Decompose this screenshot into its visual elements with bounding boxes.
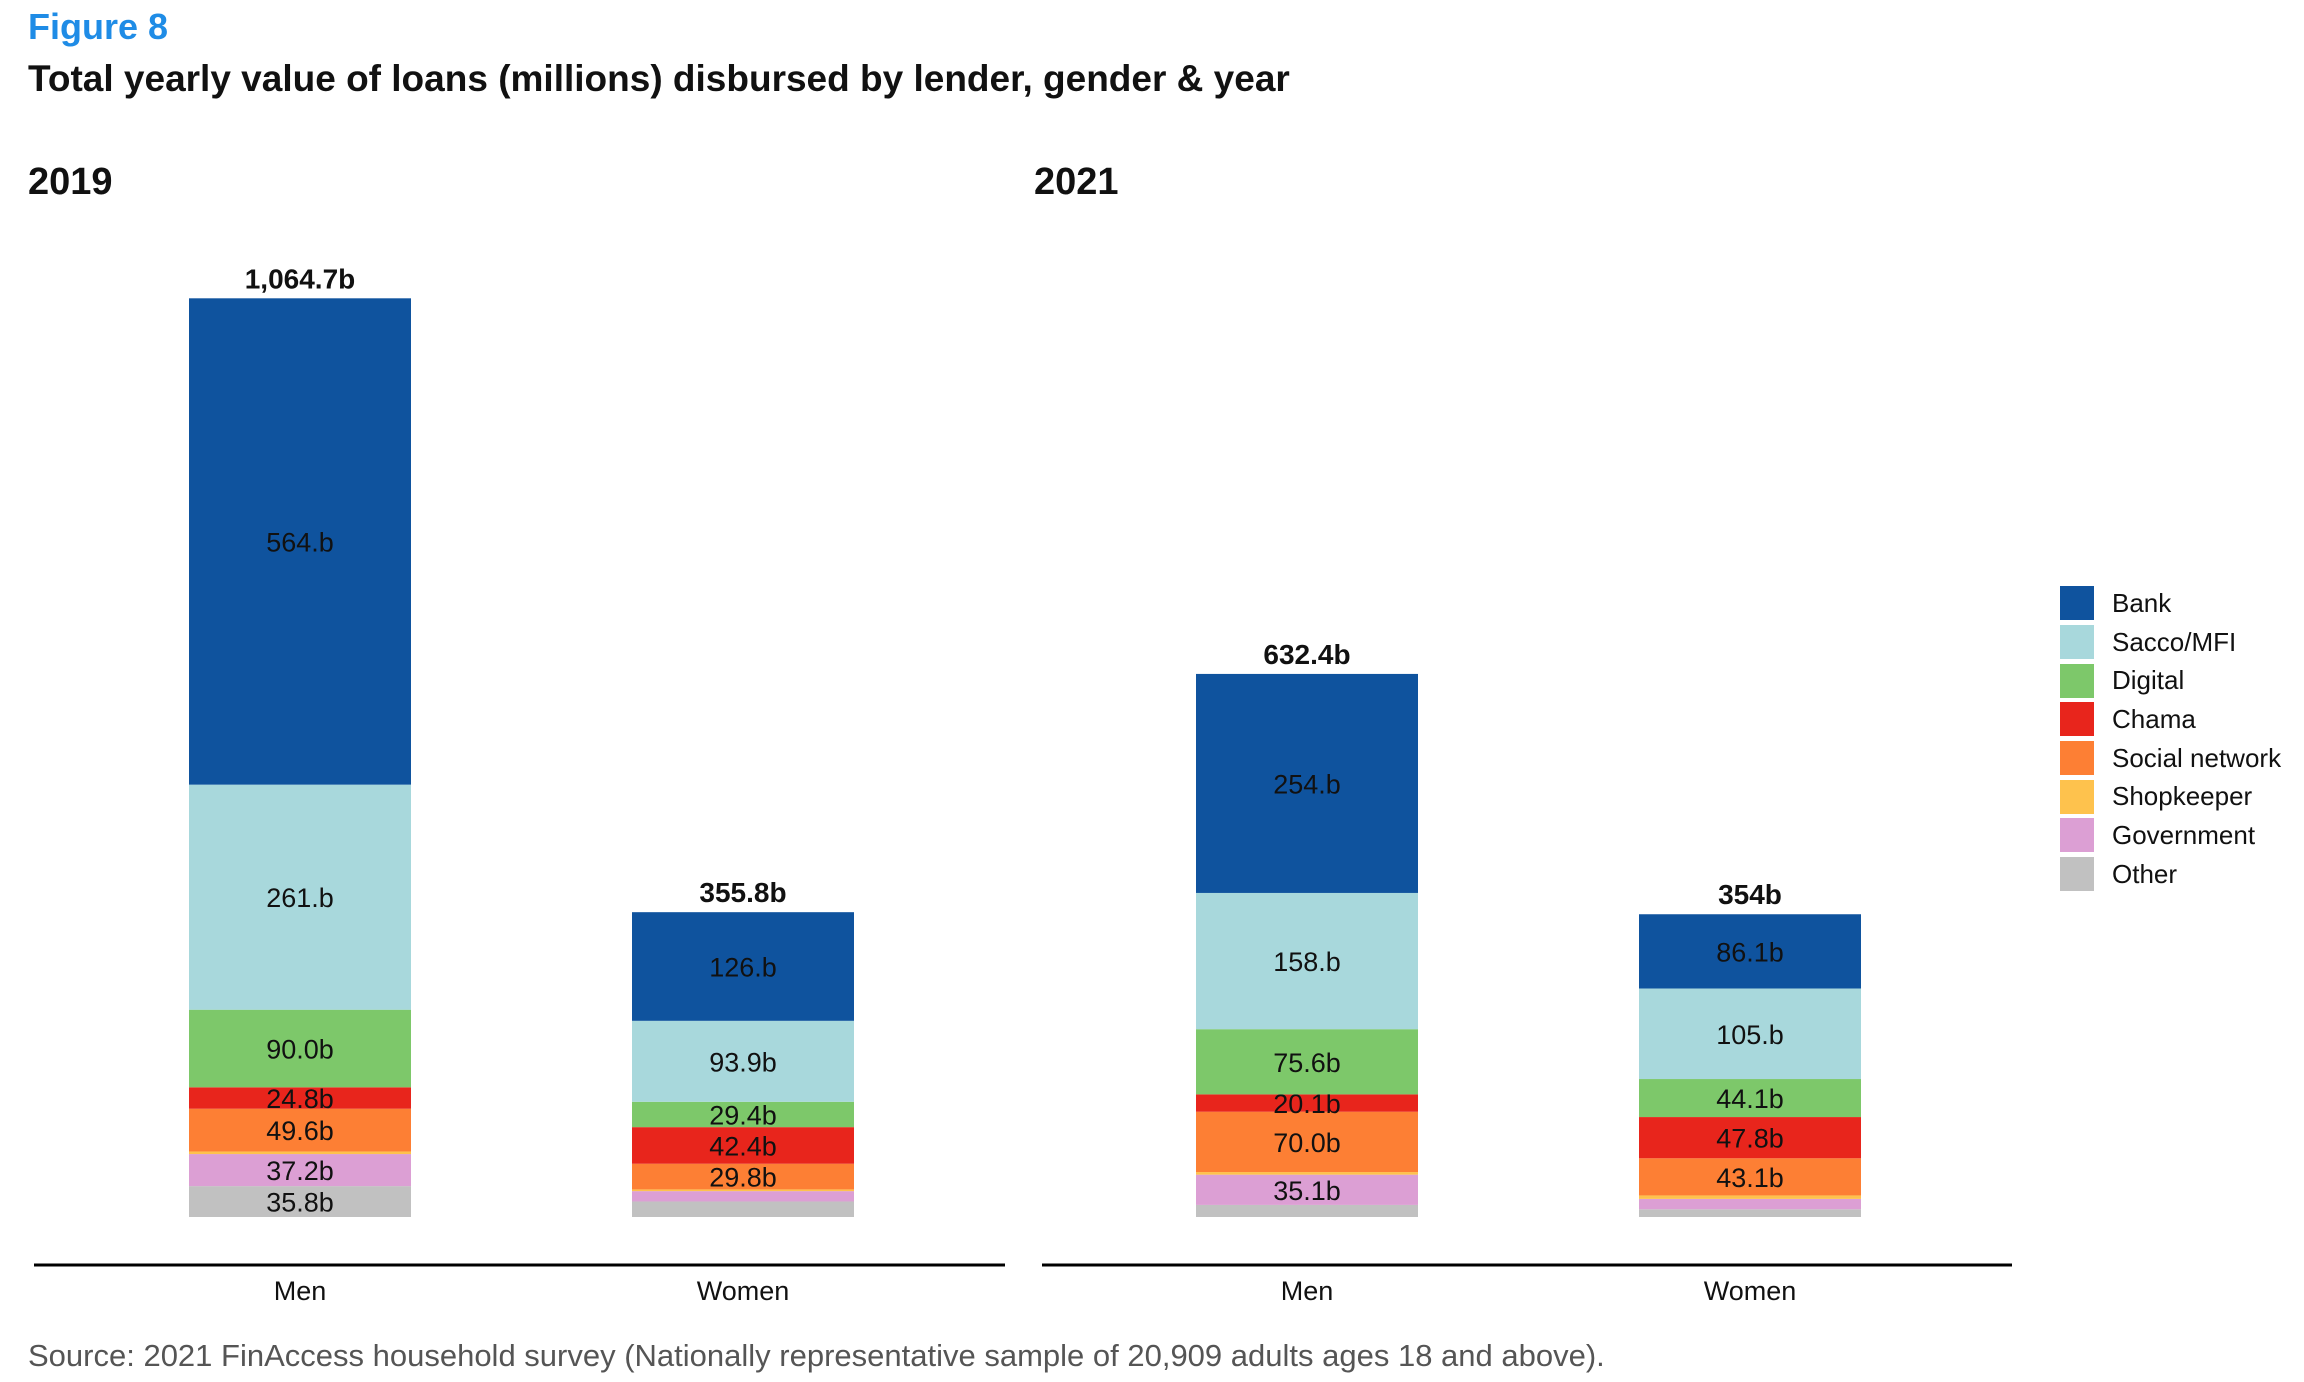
bar-segment-sacco-mfi [1639,988,1861,1080]
data-label: 75.6b [1273,1048,1341,1078]
legend-item: Digital [2060,661,2281,700]
legend-item: Sacco/MFI [2060,623,2281,662]
bar-segment-social-network [189,1108,411,1152]
legend-item: Shopkeeper [2060,777,2281,816]
category-label: Women [1704,1276,1797,1306]
legend-label: Sacco/MFI [2112,626,2237,657]
bar-segment-social-network [1639,1158,1861,1196]
total-label: 355.8b [699,877,786,908]
legend-label: Chama [2112,703,2196,734]
legend-label: Bank [2112,587,2172,618]
legend-label: Other [2112,858,2178,889]
figure-label: Figure 8 [28,6,169,47]
bar-segment-bank [1639,914,1861,989]
legend-swatch [2060,663,2094,698]
legend-label: Government [2112,819,2256,850]
legend-item: Social network [2060,739,2281,778]
chart-title: Total yearly value of loans (millions) d… [28,58,1290,99]
data-label: 86.1b [1716,937,1784,967]
total-label: 1,064.7b [245,263,356,294]
data-label: 35.8b [266,1188,334,1218]
bar-segment-chama [1639,1117,1861,1159]
bar-segment-social-network [1196,1111,1418,1173]
bar-segment-digital [189,1009,411,1088]
legend-swatch [2060,586,2094,621]
bar-segment-sacco-mfi [632,1020,854,1102]
legend: Bank Sacco/MFI Digital Chama Social network S… [2060,584,2281,894]
bar-segment-shopkeeper [1196,1172,1418,1175]
data-label: 93.9b [709,1047,777,1077]
bar-segment-bank [1196,673,1418,893]
legend-swatch [2060,857,2094,892]
bar-segment-shopkeeper [1639,1195,1861,1199]
data-label: 70.0b [1273,1128,1341,1158]
bar-segment-other [189,1186,411,1217]
data-label: 564.b [266,527,334,557]
bar-segment-chama [189,1087,411,1109]
legend-swatch [2060,818,2094,853]
data-label: 44.1b [1716,1084,1784,1114]
legend-item: Bank [2060,584,2281,623]
panel-title: 2019 [28,161,113,203]
legend-label: Digital [2112,665,2185,696]
category-label: Women [697,1276,790,1306]
bar-segment-sacco-mfi [1196,892,1418,1030]
category-label: Men [274,1276,327,1306]
total-label: 632.4b [1263,639,1350,670]
data-label: 29.4b [709,1100,777,1130]
source-note: Source: 2021 FinAccess household survey … [28,1338,1605,1373]
data-label: 261.b [266,883,334,913]
data-label: 90.0b [266,1035,334,1065]
data-label: 42.4b [709,1131,777,1161]
bar-segment-digital [1639,1079,1861,1118]
bar-segment-digital [1196,1029,1418,1095]
bar-segment-government [1639,1198,1861,1210]
bar-segment-social-network [632,1163,854,1190]
bar-segment-bank [189,298,411,785]
bar-segment-other [1639,1209,1861,1217]
data-label: 126.b [709,953,777,983]
data-label: 35.1b [1273,1176,1341,1206]
legend-swatch [2060,702,2094,737]
legend-item: Chama [2060,700,2281,739]
bar-segment-chama [632,1127,854,1164]
data-label: 24.8b [266,1084,334,1114]
bar-segment-sacco-mfi [189,784,411,1010]
legend-swatch [2060,779,2094,814]
bar-segment-other [632,1201,854,1217]
legend-label: Social network [2112,742,2282,773]
data-label: 47.8b [1716,1124,1784,1154]
legend-item: Other [2060,855,2281,894]
data-label: 254.b [1273,769,1341,799]
data-label: 158.b [1273,947,1341,977]
panel-2021: 202135.1b70.0b20.1b75.6b158.b254.b632.4b… [1034,161,2012,1306]
legend-label: Shopkeeper [2112,781,2253,812]
legend-swatch [2060,741,2094,776]
bar-segment-bank [632,912,854,1021]
bar-segment-digital [632,1101,854,1128]
bar-segment-other [1196,1204,1418,1217]
data-label: 43.1b [1716,1163,1784,1193]
bar-segment-government [1196,1174,1418,1205]
legend-item: Government [2060,816,2281,855]
data-label: 29.8b [709,1163,777,1193]
bar-segment-chama [1196,1094,1418,1112]
legend-swatch [2060,625,2094,660]
category-label: Men [1281,1276,1334,1306]
bar-segment-government [632,1191,854,1202]
panel-title: 2021 [1034,161,1119,203]
bar-segment-government [189,1154,411,1187]
data-label: 37.2b [266,1156,334,1186]
data-label: 105.b [1716,1020,1784,1050]
bar-segment-shopkeeper [632,1189,854,1192]
data-label: 49.6b [266,1116,334,1146]
bar-segment-shopkeeper [189,1151,411,1155]
total-label: 354b [1718,879,1782,910]
